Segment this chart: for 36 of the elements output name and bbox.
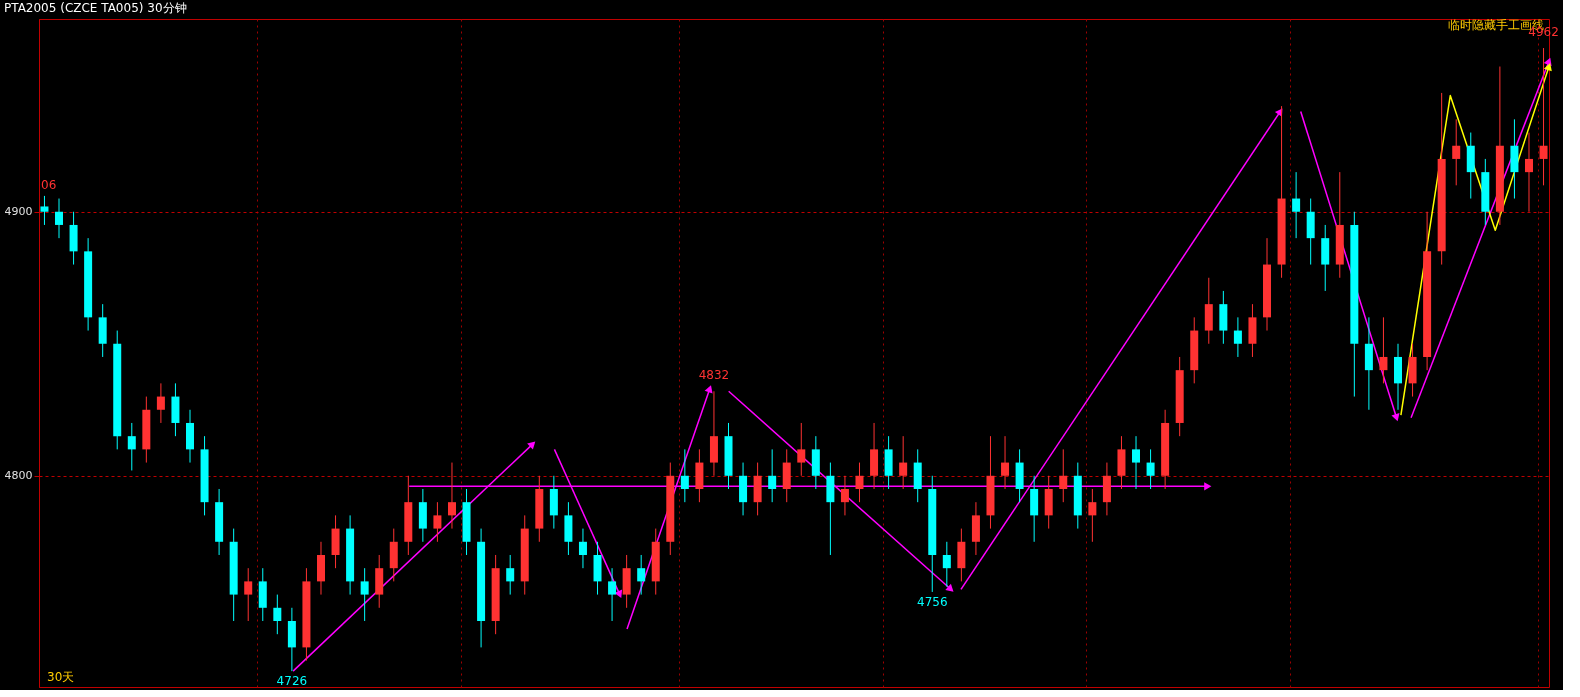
chart-title: PTA2005 (CZCE TA005) 30分钟 [4, 1, 187, 15]
candlestick [1233, 316, 1242, 358]
candlestick [127, 422, 136, 471]
candlestick [899, 435, 908, 490]
candlestick [360, 567, 369, 622]
candlestick [1292, 171, 1301, 239]
candlestick [637, 554, 646, 596]
candlestick [840, 475, 849, 516]
candlestick [942, 541, 951, 588]
candlestick [447, 462, 456, 530]
candlestick [1146, 448, 1155, 490]
annotation: 06 [41, 177, 57, 192]
candlestick [1132, 435, 1141, 490]
annotation: 30天 [47, 670, 75, 684]
annotation: 4756 [916, 594, 948, 609]
candlestick [578, 528, 587, 569]
candlestick [1452, 118, 1461, 186]
candlestick [1001, 435, 1010, 490]
candlestick [506, 554, 515, 596]
candlestick [797, 422, 806, 477]
candlestick [680, 448, 689, 503]
candlestick [1059, 448, 1068, 503]
annotation: 4832 [698, 368, 730, 383]
candlestick [433, 501, 442, 543]
candlestick [156, 382, 165, 424]
candlestick [1524, 132, 1533, 213]
y-tick-label: 4800 [4, 469, 33, 483]
candlestick [1088, 488, 1097, 543]
candlestick [273, 594, 282, 635]
annotation: 4726 [276, 674, 308, 689]
candlestick [244, 567, 253, 622]
candlestick [855, 462, 864, 503]
candlestick [1379, 316, 1388, 384]
y-tick-label: 4900 [4, 205, 33, 219]
candlestick [55, 198, 64, 239]
candlestick [768, 448, 777, 503]
